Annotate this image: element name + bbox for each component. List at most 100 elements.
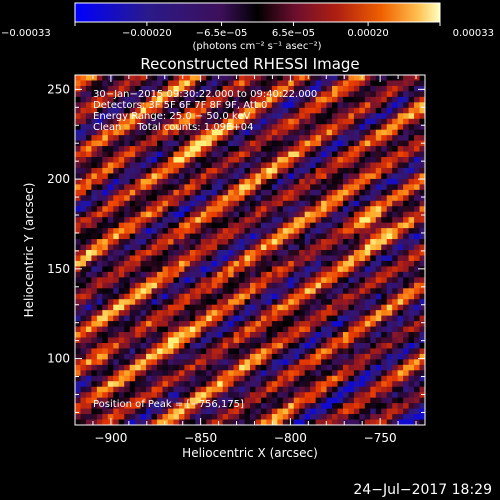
heatmap-cell xyxy=(146,337,152,344)
heatmap-cell xyxy=(260,135,267,142)
heatmap-cell xyxy=(129,250,136,256)
heatmap-cell xyxy=(299,206,306,213)
heatmap-cell xyxy=(189,233,196,240)
heatmap-cell xyxy=(244,293,251,300)
heatmap-cell xyxy=(408,386,415,393)
heatmap-cell xyxy=(124,293,131,300)
heatmap-cell xyxy=(250,222,256,229)
heatmap-cell xyxy=(206,337,213,344)
heatmap-cell xyxy=(386,135,393,142)
heatmap-cell xyxy=(118,118,125,125)
heatmap-cell xyxy=(310,178,317,185)
heatmap-cell xyxy=(408,288,415,295)
heatmap-cell xyxy=(222,332,229,338)
heatmap-cell xyxy=(364,359,371,366)
heatmap-cell xyxy=(381,255,388,262)
heatmap-cell xyxy=(255,419,262,425)
heatmap-cell xyxy=(321,184,327,191)
heatmap-cell xyxy=(271,304,278,311)
heatmap-cell xyxy=(332,178,338,185)
heatmap-cell xyxy=(107,392,114,399)
heatmap-cell xyxy=(386,266,393,273)
heatmap-cell xyxy=(124,397,131,404)
heatmap-cell xyxy=(326,80,333,87)
heatmap-cell xyxy=(266,326,273,333)
heatmap-cell xyxy=(293,315,300,322)
heatmap-cell xyxy=(96,359,103,366)
heatmap-cell xyxy=(118,140,125,147)
heatmap-cell xyxy=(75,189,81,196)
heatmap-cell xyxy=(304,157,311,163)
heatmap-cell xyxy=(91,151,98,158)
heatmap-cell xyxy=(337,244,344,251)
heatmap-cell xyxy=(315,107,322,114)
heatmap-cell xyxy=(282,337,289,344)
heatmap-cell xyxy=(178,271,185,278)
heatmap-cell xyxy=(392,359,399,366)
heatmap-cell xyxy=(375,326,382,333)
heatmap-cell xyxy=(233,118,240,125)
heatmap-cell xyxy=(189,162,196,169)
heatmap-cell xyxy=(364,118,371,125)
heatmap-cell xyxy=(381,315,388,322)
heatmap-cell xyxy=(304,129,311,136)
heatmap-cell xyxy=(315,184,322,191)
heatmap-cell xyxy=(173,80,180,87)
heatmap-cell xyxy=(326,206,333,213)
heatmap-cell xyxy=(222,348,229,355)
heatmap-cell xyxy=(113,364,120,371)
heatmap-cell xyxy=(118,233,125,240)
heatmap-cell xyxy=(310,200,317,207)
heatmap-cell xyxy=(107,288,114,295)
heatmap-cell xyxy=(184,129,191,136)
heatmap-cell xyxy=(271,353,278,360)
heatmap-cell xyxy=(80,414,87,420)
heatmap-cell xyxy=(107,217,114,224)
heatmap-cell xyxy=(85,157,92,163)
heatmap-cell xyxy=(195,96,202,103)
heatmap-cell xyxy=(359,326,366,333)
heatmap-cell xyxy=(195,129,202,136)
heatmap-cell xyxy=(375,96,382,103)
heatmap-cell xyxy=(146,386,152,393)
heatmap-cell xyxy=(375,217,382,224)
heatmap-cell xyxy=(233,206,240,213)
heatmap-cell xyxy=(310,310,317,317)
heatmap-cell xyxy=(244,135,251,142)
heatmap-cell xyxy=(271,414,278,420)
heatmap-cell xyxy=(85,364,92,371)
heatmap-cell xyxy=(211,140,218,147)
heatmap-cell xyxy=(135,386,142,393)
heatmap-cell xyxy=(288,118,295,125)
heatmap-cell xyxy=(408,211,415,218)
heatmap-cell xyxy=(85,80,92,87)
heatmap-cell xyxy=(102,332,109,338)
heatmap-cell xyxy=(211,189,218,196)
heatmap-cell xyxy=(211,315,218,322)
heatmap-cell xyxy=(348,146,355,152)
heatmap-cell xyxy=(217,260,224,267)
heatmap-cell xyxy=(250,386,256,393)
heatmap-cell xyxy=(228,255,234,262)
heatmap-cell xyxy=(288,332,295,338)
heatmap-cell xyxy=(195,342,202,349)
heatmap-cell xyxy=(118,419,125,425)
heatmap-cell xyxy=(299,75,306,81)
heatmap-cell xyxy=(375,102,382,109)
heatmap-cell xyxy=(146,353,152,360)
heatmap-cell xyxy=(217,315,224,322)
heatmap-cell xyxy=(184,91,191,98)
heatmap-cell xyxy=(408,342,415,349)
heatmap-cell xyxy=(255,321,262,327)
heatmap-cell xyxy=(266,233,273,240)
heatmap-cell xyxy=(151,157,158,163)
heatmap-cell xyxy=(353,178,360,185)
heatmap-cell xyxy=(189,271,196,278)
heatmap-cell xyxy=(348,178,355,185)
heatmap-cell xyxy=(91,178,98,185)
heatmap-cell xyxy=(113,348,120,355)
heatmap-cell xyxy=(277,304,284,311)
heatmap-cell xyxy=(173,359,180,366)
heatmap-cell xyxy=(310,271,317,278)
heatmap-cell xyxy=(392,195,399,202)
